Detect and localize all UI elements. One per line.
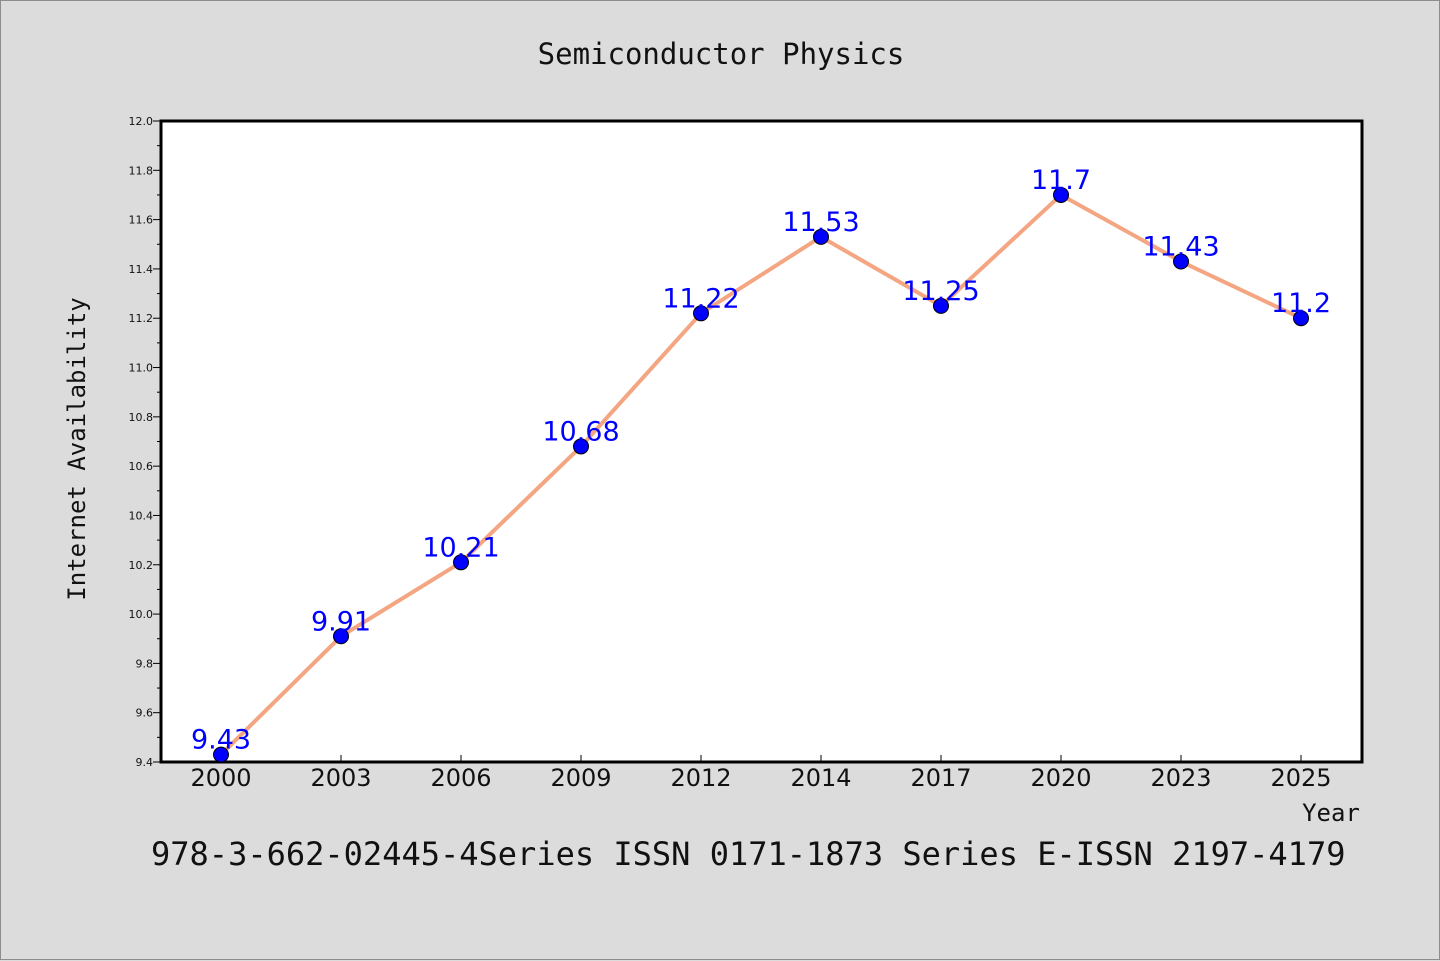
series-line-group <box>213 186 1309 763</box>
y-tick-label: 11.6 <box>129 214 154 227</box>
y-tick-label: 11.2 <box>129 312 154 325</box>
x-tick-label: 2025 <box>1270 764 1331 792</box>
x-tick-label: 2009 <box>550 764 611 792</box>
x-tick-label: 2003 <box>310 764 371 792</box>
x-tick-label: 2023 <box>1150 764 1211 792</box>
y-tick-label: 9.8 <box>136 657 154 670</box>
y-tick-label: 11.0 <box>129 362 154 375</box>
data-point-marker <box>213 746 229 763</box>
x-tick-label: 2012 <box>670 764 731 792</box>
footer-isbn-issn: 978-3-662-02445-4Series ISSN 0171-1873 S… <box>151 835 1345 873</box>
y-tick-label: 9.6 <box>136 707 154 720</box>
y-axis-title: Internet Availability <box>63 297 91 600</box>
y-tick-label: 9.4 <box>136 756 154 769</box>
x-tick-label: 2017 <box>910 764 971 792</box>
x-tick-label: 2020 <box>1030 764 1091 792</box>
data-point-label: 11.7 <box>1031 165 1091 196</box>
x-axis-ticks: 2000 2003 2006 2009 2012 2014 2017 2020 2023 2025 <box>190 755 1332 792</box>
y-tick-label: 11.4 <box>129 263 154 276</box>
data-point-marker <box>693 305 709 322</box>
y-tick-label: 12.0 <box>129 115 154 128</box>
x-axis-title: Year <box>1302 799 1360 827</box>
x-tick-label: 2000 <box>190 764 251 792</box>
x-tick-label: 2014 <box>790 764 851 792</box>
data-point-marker <box>1293 310 1309 327</box>
data-labels: 9.43 9.91 10.21 10.68 11.22 11.53 11.25 11.7 11.… <box>191 165 1331 756</box>
data-point-label: 10.68 <box>542 416 619 447</box>
plot-area <box>159 119 1364 764</box>
data-point-marker <box>933 297 949 314</box>
data-point-label: 10.21 <box>422 532 499 563</box>
data-point-label: 11.43 <box>1142 232 1219 263</box>
y-tick-label: 10.0 <box>129 608 154 621</box>
data-point-marker <box>573 438 589 455</box>
y-axis-ticks: 9.4 9.6 9.8 10.0 10.2 10.4 10.6 10.8 11.0 11.2 11.… <box>129 115 161 769</box>
data-point-marker <box>1173 253 1189 270</box>
y-tick-label: 11.8 <box>129 164 154 177</box>
y-tick-label: 10.6 <box>129 460 154 473</box>
data-point-label: 9.91 <box>311 606 371 637</box>
x-tick-label: 2006 <box>430 764 491 792</box>
data-point-marker <box>333 628 349 645</box>
data-point-label: 11.22 <box>662 283 739 314</box>
data-point-marker <box>453 554 469 571</box>
data-point-marker <box>1053 186 1069 203</box>
data-point-label: 11.25 <box>902 276 979 307</box>
y-tick-label: 10.4 <box>129 509 154 522</box>
series-line <box>219 192 1303 757</box>
data-point-label: 11.2 <box>1271 288 1331 319</box>
chart-title: Semiconductor Physics <box>538 37 905 71</box>
y-tick-label: 10.8 <box>129 411 154 424</box>
data-point-marker <box>813 228 829 245</box>
data-point-label: 11.53 <box>782 207 859 238</box>
y-tick-label: 10.2 <box>129 559 154 572</box>
data-point-label: 9.43 <box>191 725 251 756</box>
